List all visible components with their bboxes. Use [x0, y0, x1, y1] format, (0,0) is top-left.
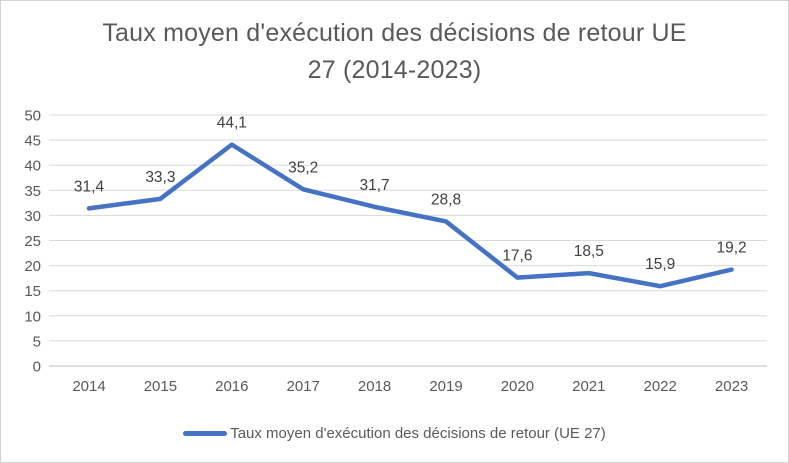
x-tick-label: 2021: [572, 378, 605, 395]
y-tick-label: 50: [24, 108, 41, 125]
x-tick-label: 2014: [72, 378, 105, 395]
x-tick-label: 2022: [644, 378, 677, 395]
data-label: 33,3: [145, 169, 175, 186]
y-tick-label: 40: [24, 158, 41, 175]
data-label: 44,1: [217, 115, 247, 132]
data-label: 31,7: [360, 177, 390, 194]
chart-title: Taux moyen d'exécution des décisions de …: [1, 15, 788, 89]
y-tick-label: 25: [24, 233, 41, 250]
x-tick-label: 2018: [358, 378, 391, 395]
y-tick-label: 45: [24, 133, 41, 150]
data-label: 35,2: [288, 159, 318, 176]
y-tick-label: 30: [24, 208, 41, 225]
x-tick-label: 2017: [287, 378, 320, 395]
legend-line-swatch-icon: [183, 430, 228, 436]
legend-label: Taux moyen d'exécution des décisions de …: [230, 424, 606, 442]
chart-title-line2: 27 (2014-2023): [307, 56, 482, 84]
data-label: 31,4: [74, 178, 105, 195]
data-label: 28,8: [431, 191, 461, 208]
data-label: 17,6: [502, 248, 532, 265]
data-label: 18,5: [574, 243, 604, 260]
series-line: [86, 142, 734, 289]
x-tick-label: 2020: [501, 378, 534, 395]
x-tick-label: 2016: [215, 378, 248, 395]
y-tick-label: 35: [24, 183, 41, 200]
x-tick-label: 2019: [429, 378, 462, 395]
legend: Taux moyen d'exécution des décisions de …: [1, 419, 788, 447]
y-tick-label: 0: [33, 359, 41, 376]
x-tick-label: 2015: [144, 378, 177, 395]
y-tick-label: 5: [33, 333, 41, 350]
y-tick-label: 15: [24, 283, 41, 300]
data-label: 15,9: [645, 256, 675, 273]
y-tick-label: 20: [24, 258, 41, 275]
data-label: 19,2: [717, 240, 747, 257]
chart-title-line1: Taux moyen d'exécution des décisions de …: [102, 19, 687, 47]
y-tick-label: 10: [24, 308, 41, 325]
x-tick-label: 2023: [715, 378, 748, 395]
